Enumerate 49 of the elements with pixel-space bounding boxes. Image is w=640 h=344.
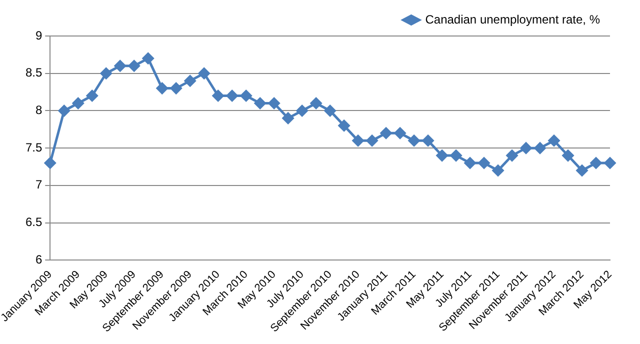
point — [366, 134, 378, 146]
point — [296, 104, 308, 116]
point — [436, 150, 448, 162]
point — [408, 134, 420, 146]
point — [268, 97, 280, 109]
y-tick-label: 7 — [35, 178, 42, 192]
point — [604, 157, 616, 169]
point — [86, 90, 98, 102]
point — [100, 68, 112, 80]
point — [226, 90, 238, 102]
y-tick-label: 9 — [35, 28, 42, 42]
point — [114, 60, 126, 72]
point — [282, 112, 294, 124]
point — [422, 134, 434, 146]
y-tick-label: 8.5 — [25, 66, 42, 80]
point — [352, 134, 364, 146]
legend-label: Canadian unemployment rate, % — [425, 12, 600, 26]
point — [478, 157, 490, 169]
point — [450, 150, 462, 162]
point — [156, 82, 168, 94]
point — [506, 150, 518, 162]
point — [562, 150, 574, 162]
point — [198, 68, 210, 80]
point — [576, 164, 588, 176]
point — [170, 82, 182, 94]
y-tick-label: 7.5 — [25, 140, 42, 154]
point — [380, 127, 392, 139]
point — [590, 157, 602, 169]
point — [394, 127, 406, 139]
point — [128, 60, 140, 72]
point — [520, 142, 532, 154]
point — [338, 120, 350, 132]
point — [492, 164, 504, 176]
y-tick-label: 6.5 — [25, 215, 42, 230]
point — [464, 157, 476, 169]
point — [310, 97, 322, 109]
point — [240, 90, 252, 102]
point — [254, 97, 266, 109]
point — [72, 97, 84, 109]
point — [184, 75, 196, 87]
point — [324, 104, 336, 116]
point — [58, 104, 70, 116]
y-tick-label: 6 — [35, 252, 42, 266]
point — [212, 90, 224, 102]
point — [548, 134, 560, 146]
point — [534, 142, 546, 154]
point — [142, 52, 154, 64]
y-tick-label: 8 — [35, 103, 42, 118]
point — [44, 157, 56, 169]
